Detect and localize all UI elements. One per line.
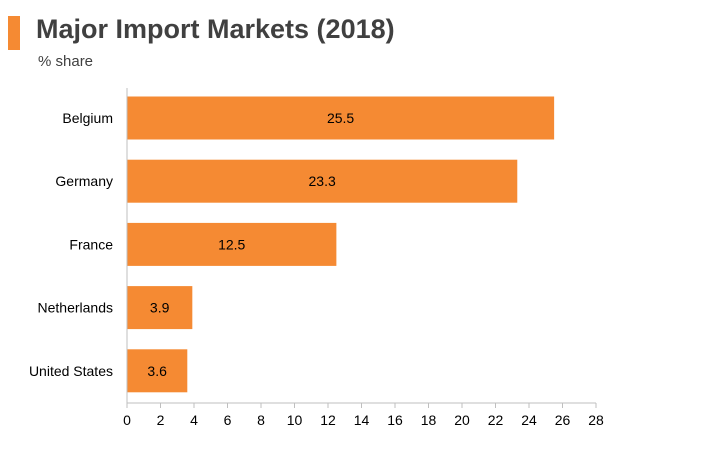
bars-group bbox=[127, 96, 555, 393]
category-label: Netherlands bbox=[38, 300, 114, 316]
x-tick-label: 28 bbox=[588, 412, 604, 428]
chart-subtitle: % share bbox=[38, 53, 94, 70]
category-label: Germany bbox=[55, 173, 113, 189]
x-tick-label: 22 bbox=[488, 412, 504, 428]
x-tick-label: 2 bbox=[157, 412, 165, 428]
x-tick-label: 8 bbox=[257, 412, 265, 428]
bar-value-label: 3.9 bbox=[150, 300, 170, 316]
bar-value-label: 12.5 bbox=[218, 236, 245, 252]
x-tick-labels-group: 0 2 4 6 8 10 12 14 16 18 20 22 24 26 28 bbox=[123, 412, 604, 428]
x-tick-label: 0 bbox=[123, 412, 131, 428]
x-tick-label: 18 bbox=[421, 412, 437, 428]
x-tick-label: 12 bbox=[320, 412, 336, 428]
x-tick-label: 16 bbox=[387, 412, 403, 428]
bar-france bbox=[127, 222, 337, 266]
x-tick-label: 10 bbox=[287, 412, 303, 428]
bar-value-label: 25.5 bbox=[327, 110, 354, 126]
category-label: United States bbox=[29, 363, 113, 379]
x-tick-label: 24 bbox=[521, 412, 537, 428]
x-tick-label: 4 bbox=[190, 412, 198, 428]
x-tick-label: 14 bbox=[354, 412, 370, 428]
bar-netherlands bbox=[127, 286, 193, 330]
bar-belgium bbox=[127, 96, 555, 140]
bar-value-label: 3.6 bbox=[147, 363, 167, 379]
category-label: France bbox=[69, 236, 113, 252]
bar-united-states bbox=[127, 349, 188, 393]
data-labels-group: 25.5 23.3 12.5 3.9 3.6 bbox=[147, 110, 354, 379]
category-label: Belgium bbox=[62, 110, 113, 126]
bar-germany bbox=[127, 159, 518, 203]
category-labels-group: Belgium Germany France Netherlands United St… bbox=[29, 110, 113, 379]
bar-value-label: 23.3 bbox=[309, 173, 336, 189]
x-axis bbox=[126, 88, 597, 408]
title-accent-bar bbox=[8, 16, 20, 50]
x-tick-label: 20 bbox=[454, 412, 470, 428]
x-tick-label: 26 bbox=[555, 412, 571, 428]
chart-title: Major Import Markets (2018) bbox=[36, 14, 395, 44]
x-tick-label: 6 bbox=[224, 412, 232, 428]
